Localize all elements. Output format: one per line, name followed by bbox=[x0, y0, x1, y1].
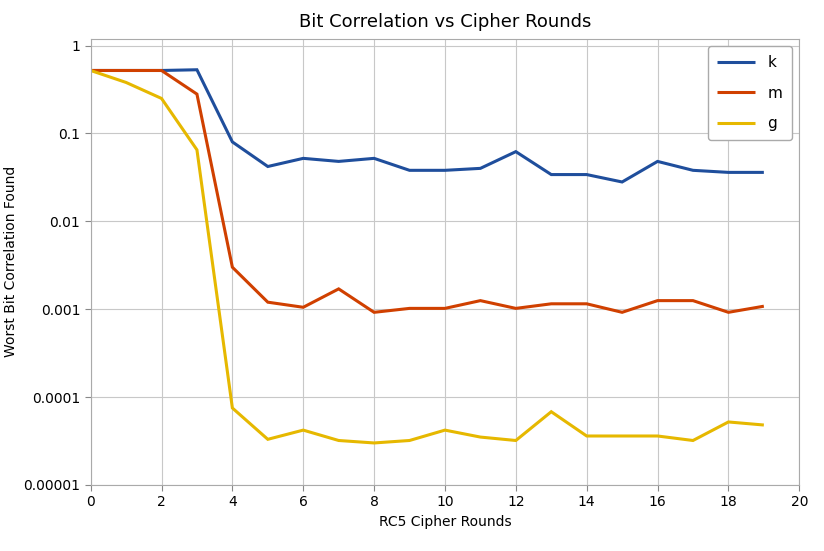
g bbox=[334, 437, 344, 444]
m bbox=[582, 300, 592, 307]
m bbox=[759, 303, 769, 310]
k bbox=[511, 148, 521, 155]
g bbox=[369, 440, 379, 446]
Line: g: g bbox=[91, 71, 764, 443]
g bbox=[723, 419, 733, 425]
g bbox=[121, 79, 131, 86]
k bbox=[617, 179, 627, 185]
g bbox=[157, 95, 166, 102]
k bbox=[227, 139, 237, 145]
g bbox=[227, 404, 237, 411]
m bbox=[263, 299, 273, 305]
g bbox=[86, 67, 96, 74]
m bbox=[546, 300, 556, 307]
k bbox=[157, 67, 166, 74]
m bbox=[227, 264, 237, 271]
m bbox=[334, 285, 344, 292]
m bbox=[723, 309, 733, 316]
g bbox=[511, 437, 521, 444]
k bbox=[440, 167, 450, 174]
m bbox=[121, 67, 131, 74]
g bbox=[405, 437, 414, 444]
k bbox=[653, 158, 662, 165]
g bbox=[192, 147, 202, 153]
k bbox=[369, 155, 379, 161]
k bbox=[192, 67, 202, 73]
Line: m: m bbox=[91, 71, 764, 312]
m bbox=[688, 298, 698, 304]
k bbox=[582, 171, 592, 178]
g bbox=[298, 427, 308, 434]
Legend: k, m, g: k, m, g bbox=[708, 46, 792, 140]
k bbox=[405, 167, 414, 174]
Line: k: k bbox=[91, 70, 764, 182]
k bbox=[759, 169, 769, 176]
g bbox=[582, 433, 592, 439]
m bbox=[653, 298, 662, 304]
k bbox=[263, 163, 273, 170]
k bbox=[688, 167, 698, 174]
m bbox=[475, 298, 485, 304]
g bbox=[653, 433, 662, 439]
X-axis label: RC5 Cipher Rounds: RC5 Cipher Rounds bbox=[379, 515, 511, 529]
k bbox=[546, 171, 556, 178]
m bbox=[192, 91, 202, 98]
g bbox=[475, 434, 485, 440]
k bbox=[298, 155, 308, 161]
k bbox=[475, 165, 485, 172]
m bbox=[511, 305, 521, 312]
k bbox=[334, 158, 344, 165]
m bbox=[617, 309, 627, 316]
g bbox=[440, 427, 450, 434]
k bbox=[723, 169, 733, 176]
k bbox=[86, 67, 96, 74]
m bbox=[440, 305, 450, 312]
g bbox=[546, 408, 556, 415]
m bbox=[157, 67, 166, 74]
k bbox=[121, 67, 131, 74]
Title: Bit Correlation vs Cipher Rounds: Bit Correlation vs Cipher Rounds bbox=[299, 13, 591, 31]
Y-axis label: Worst Bit Correlation Found: Worst Bit Correlation Found bbox=[3, 166, 17, 358]
g bbox=[688, 437, 698, 444]
m bbox=[369, 309, 379, 316]
m bbox=[86, 67, 96, 74]
m bbox=[405, 305, 414, 312]
m bbox=[298, 304, 308, 311]
g bbox=[617, 433, 627, 439]
g bbox=[759, 422, 769, 428]
g bbox=[263, 436, 273, 442]
